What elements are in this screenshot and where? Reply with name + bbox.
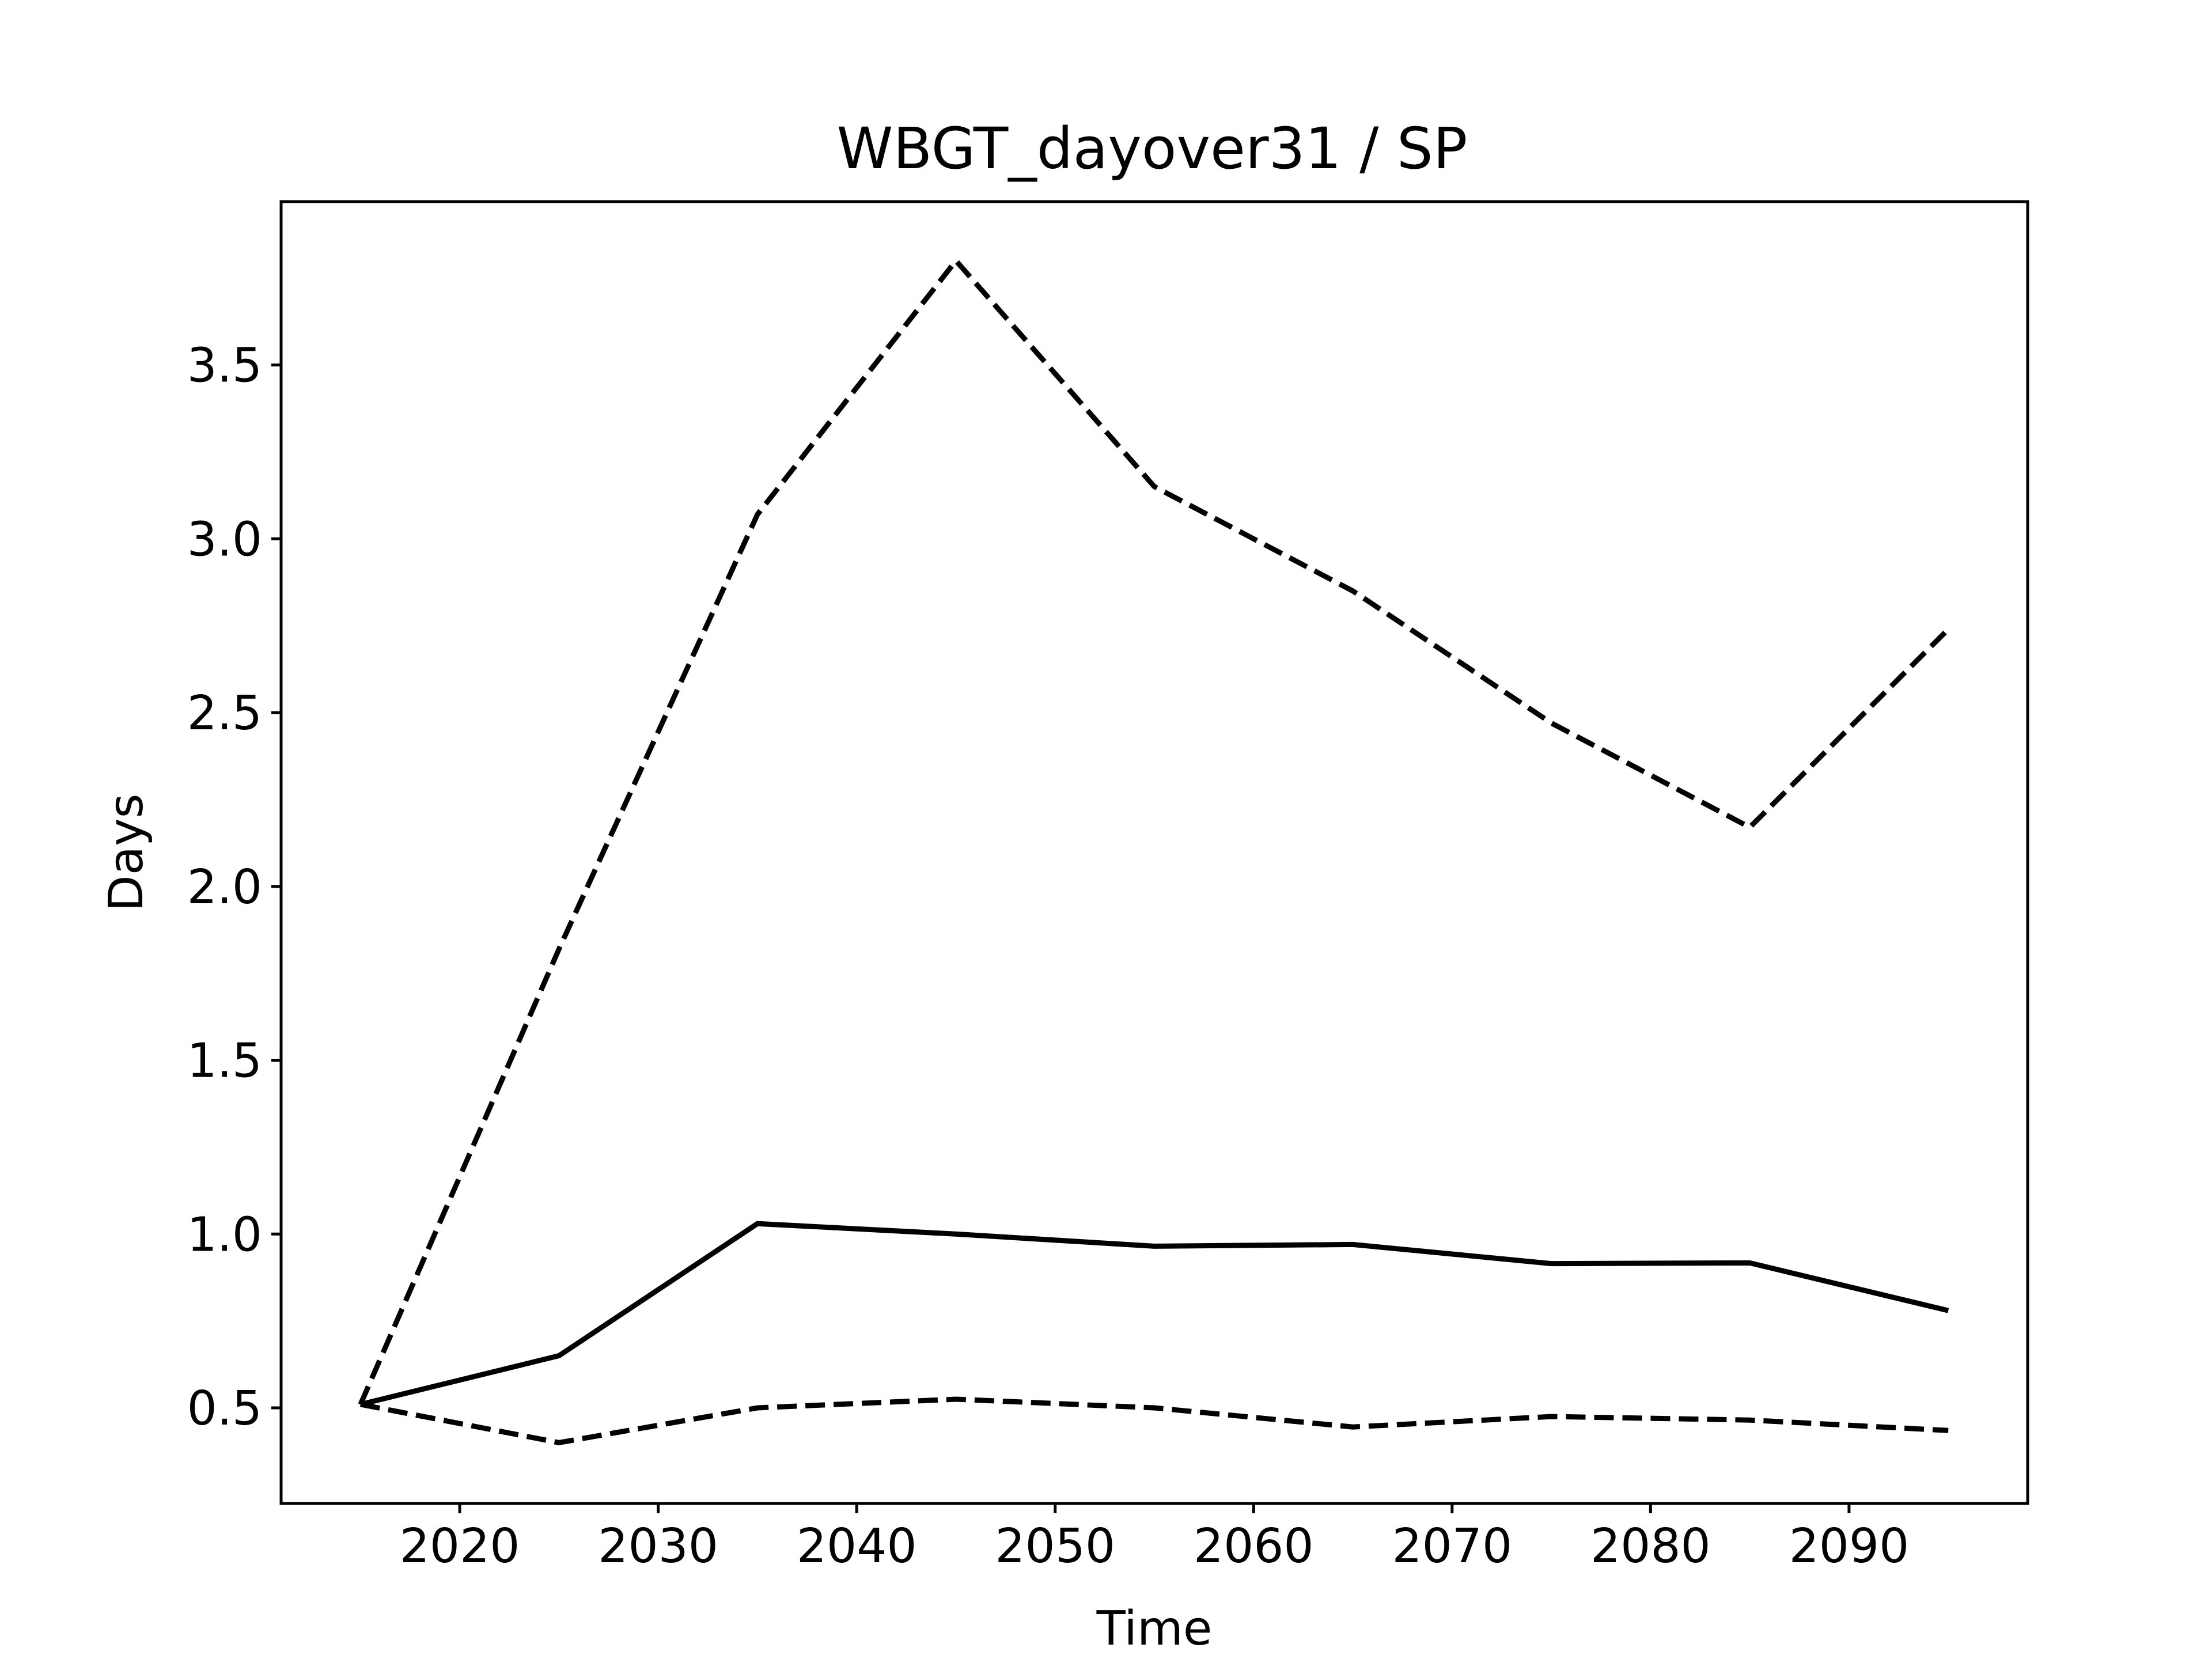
series-line-1 [358,256,1950,1406]
y-axis-label: Days [99,794,154,912]
y-tick-label-0.5: 0.5 [187,1381,262,1436]
plot-frame [279,200,2029,1505]
x-tick-label-2020: 2020 [400,1519,520,1574]
x-axis-label: Time [1096,1601,1213,1656]
y-tick-label-2.5: 2.5 [187,686,262,741]
series-line-2 [359,1221,1949,1407]
y-tick-label-1.5: 1.5 [187,1034,262,1089]
y-tick-label-1.0: 1.0 [187,1207,262,1262]
y-tick-label-3.0: 3.0 [187,512,262,567]
x-tick-label-2060: 2060 [1194,1519,1314,1574]
x-tick-label-2070: 2070 [1392,1519,1512,1574]
series-line-3 [359,1396,1949,1445]
x-tick-label-2050: 2050 [995,1519,1115,1574]
series-layer [358,256,1950,1445]
ticks-layer: 2020 2030 2040 2050 2060 2070 2080 2090 0.5 1.0 1.… [187,339,1910,1574]
x-tick-label-2090: 2090 [1789,1519,1910,1574]
y-tick-label-3.5: 3.5 [187,339,262,393]
x-tick-label-2040: 2040 [797,1519,917,1574]
chart-title: WBGT_dayover31 / SP [837,116,1468,182]
x-tick-label-2080: 2080 [1590,1519,1711,1574]
y-tick-label-2.0: 2.0 [187,860,262,915]
x-tick-label-2030: 2030 [598,1519,718,1574]
